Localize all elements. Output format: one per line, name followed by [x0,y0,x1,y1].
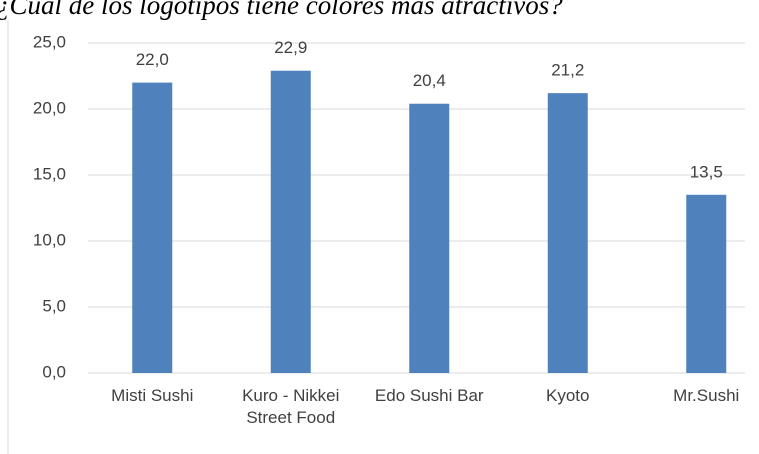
x-tick-label-box: Kuro - Nikkei Street Food [242,386,340,427]
y-tick-label: 20,0 [33,98,66,117]
x-tick-label: Kyoto [546,386,590,405]
x-tick-label-box: Kyoto [546,386,590,405]
x-tick-label-box: Mr.Sushi [673,386,740,405]
x-tick-label-box: Misti Sushi [111,386,194,405]
x-tick-label: Misti Sushi [111,386,194,405]
bar [547,93,588,373]
x-tick-label: Mr.Sushi [673,386,740,405]
chart-title: ¿Cuál de los logotipos tiene colores más… [0,0,563,20]
y-tick-label: 25,0 [33,32,66,51]
x-tick-label: Edo Sushi Bar [374,386,484,405]
value-label: 21,2 [551,61,584,80]
bar [409,103,450,373]
x-tick-label: Kuro - Nikkei Street Food [242,386,340,427]
value-label: 22,0 [136,50,169,69]
value-label: 13,5 [690,162,723,181]
value-label: 20,4 [413,71,446,90]
y-tick-label: 15,0 [33,164,66,183]
value-label: 22,9 [274,38,307,57]
y-tick-label: 5,0 [42,296,66,315]
y-tick-label: 10,0 [33,230,66,249]
x-tick-label-box: Edo Sushi Bar [374,386,484,405]
y-tick-label: 0,0 [42,362,66,381]
bar [132,82,173,373]
bar [270,70,311,373]
bar [686,194,727,373]
